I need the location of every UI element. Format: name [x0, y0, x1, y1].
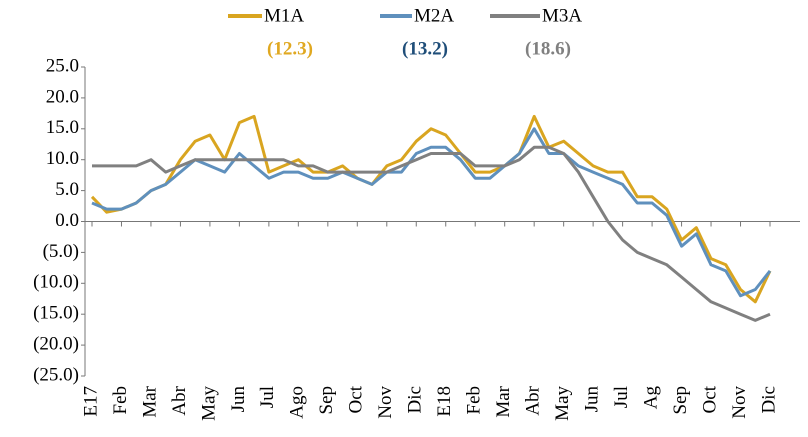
y-tick-label: (20.0): [33, 333, 79, 354]
x-tick-label: E17: [80, 386, 101, 417]
legend-label: M3A: [542, 5, 582, 26]
series-line: [92, 145, 771, 322]
x-tick-label: Sep: [316, 386, 337, 415]
x-tick-label: Nov: [729, 386, 750, 419]
x-tick-label: Jun: [228, 386, 249, 413]
y-tick-label: 10.0: [46, 148, 79, 169]
series-line: [91, 127, 772, 298]
y-tick-label: (5.0): [43, 241, 79, 262]
x-tick-label: Jul: [257, 386, 278, 408]
legend-label: M2A: [414, 5, 454, 26]
x-tick-label: Oct: [699, 385, 720, 413]
legend-label: M1A: [264, 5, 304, 26]
x-tick-label: E18: [434, 386, 455, 417]
x-tick-label: Abr: [169, 385, 190, 415]
x-tick-label: Sep: [670, 386, 691, 415]
x-tick-label: Abr: [523, 385, 544, 415]
legend-value: (13.2): [402, 38, 448, 59]
legend-value: (18.6): [525, 38, 571, 59]
x-tick-label: Oct: [346, 385, 367, 413]
x-tick-label: Mar: [139, 385, 160, 417]
x-tick-label: Feb: [110, 386, 131, 415]
x-tick-label: May: [198, 386, 219, 421]
x-tick-label: Ag: [640, 386, 661, 410]
x-tick-label: Dic: [758, 386, 779, 413]
y-tick-label: (25.0): [33, 364, 79, 385]
y-tick-label: (15.0): [33, 303, 79, 324]
y-tick-label: 25.0: [46, 55, 79, 76]
y-tick-label: (10.0): [33, 272, 79, 293]
x-tick-label: Mar: [493, 385, 514, 417]
y-tick-label: 15.0: [46, 117, 79, 138]
x-tick-label: Jul: [611, 386, 632, 408]
x-tick-label: Dic: [405, 386, 426, 413]
y-tick-label: 0.0: [55, 210, 79, 231]
legend-value: (12.3): [267, 38, 313, 59]
x-tick-label: Ago: [287, 386, 308, 419]
x-tick-label: Jun: [581, 386, 602, 413]
x-tick-label: Feb: [464, 386, 485, 415]
series-line: [90, 114, 772, 304]
y-tick-label: 20.0: [46, 86, 79, 107]
x-tick-label: Nov: [375, 386, 396, 419]
y-tick-label: 5.0: [55, 179, 79, 200]
x-tick-label: May: [552, 386, 573, 421]
